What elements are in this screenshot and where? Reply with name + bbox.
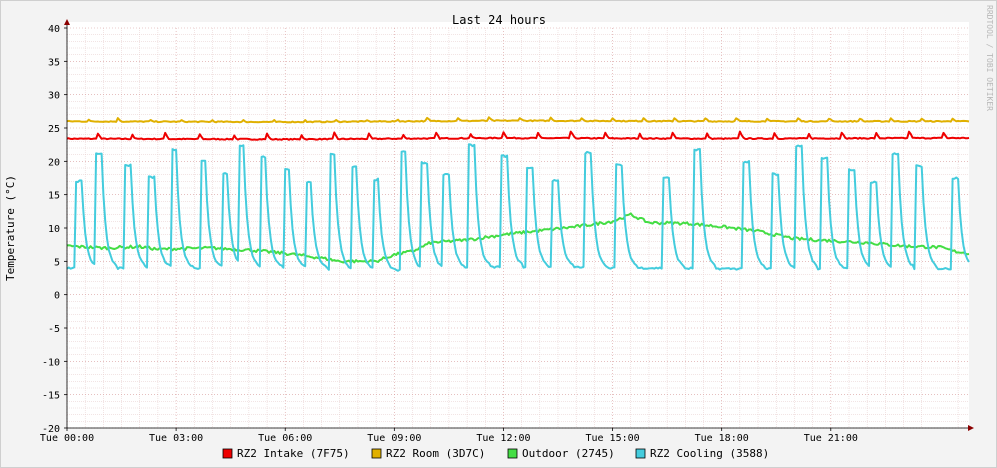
x-tick-label: Tue 00:00	[40, 433, 94, 444]
legend: RZ2 Intake (7F75) RZ2 Room (3D7C) Outdoor …	[222, 447, 769, 460]
y-tick-label: 15	[48, 191, 60, 202]
y-tick-label: 25	[48, 124, 60, 135]
legend-rz2-cooling: RZ2 Cooling (3588)	[635, 447, 769, 460]
y-tick-label: -20	[42, 424, 60, 435]
series-group	[66, 116, 970, 272]
y-axis-arrow	[64, 19, 70, 25]
legend-label: Outdoor (2745)	[522, 447, 615, 460]
x-tick-label: Tue 15:00	[585, 433, 639, 444]
plot-area	[67, 22, 969, 428]
legend-swatch	[222, 448, 233, 459]
legend-rz2-intake: RZ2 Intake (7F75)	[222, 447, 350, 460]
y-axis-label: Temperature (°C)	[4, 175, 17, 281]
y-tick-label: -15	[42, 391, 60, 402]
legend-outdoor: Outdoor (2745)	[507, 447, 615, 460]
outdoor-line	[66, 212, 970, 264]
x-tick-label: Tue 06:00	[258, 433, 312, 444]
x-tick-label: Tue 03:00	[149, 433, 203, 444]
legend-swatch	[507, 448, 518, 459]
y-tick-label: 0	[54, 291, 60, 302]
x-axis-arrow	[968, 425, 974, 431]
y-tick-label: -5	[48, 324, 60, 335]
x-tick-label: Tue 18:00	[695, 433, 749, 444]
rz2-intake-line	[66, 130, 970, 141]
y-tick-label: -10	[42, 357, 60, 368]
legend-swatch	[635, 448, 646, 459]
watermark: RRDTOOL / TOBI OETIKER	[985, 5, 994, 111]
y-tick-label: 10	[48, 224, 60, 235]
x-tick-label: Tue 21:00	[804, 433, 858, 444]
rz2-cooling-line	[66, 143, 970, 272]
y-tick-label: 20	[48, 157, 60, 168]
y-tick-label: 5	[54, 257, 60, 268]
y-tick-label: 30	[48, 91, 60, 102]
rz2-room-line	[66, 116, 970, 124]
chart-title: Last 24 hours	[452, 13, 546, 27]
x-tick-label: Tue 09:00	[367, 433, 421, 444]
axes	[64, 19, 974, 431]
x-tick-label: Tue 12:00	[476, 433, 530, 444]
y-tick-label: 35	[48, 57, 60, 68]
y-tick-label: 40	[48, 24, 60, 35]
legend-rz2-room: RZ2 Room (3D7C)	[371, 447, 485, 460]
legend-label: RZ2 Cooling (3588)	[650, 447, 769, 460]
legend-swatch	[371, 448, 382, 459]
legend-label: RZ2 Room (3D7C)	[386, 447, 485, 460]
grid	[66, 27, 969, 429]
legend-label: RZ2 Intake (7F75)	[237, 447, 350, 460]
